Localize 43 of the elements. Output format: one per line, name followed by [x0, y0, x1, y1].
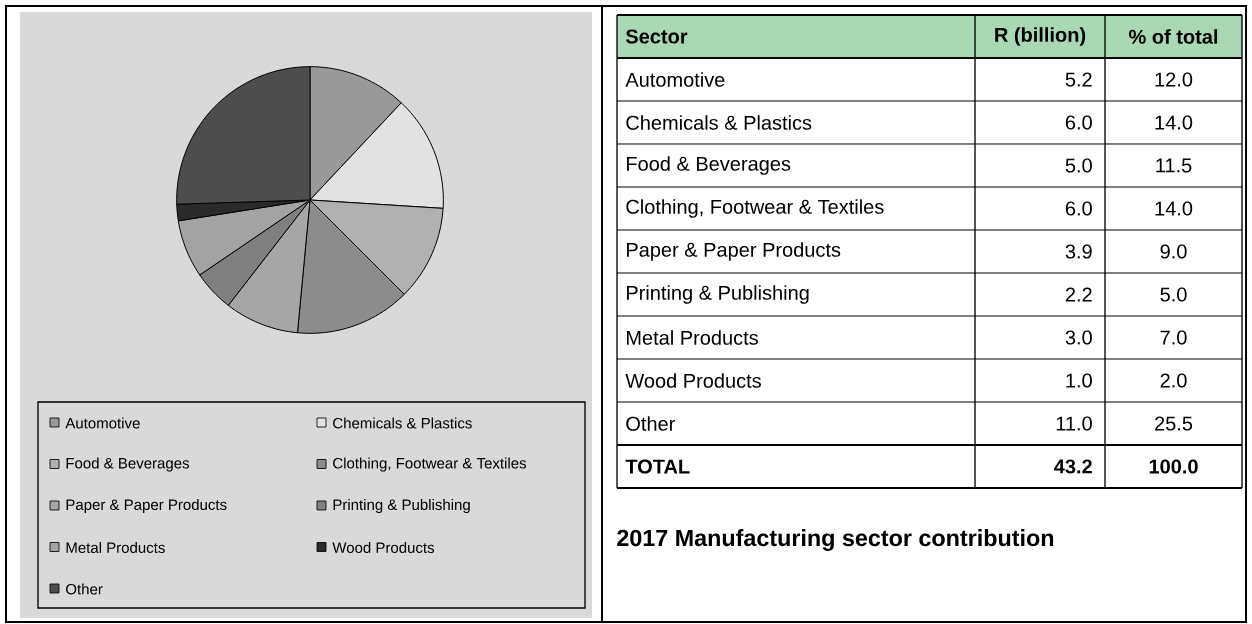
- category-label: Wood Products: [625, 373, 761, 388]
- legend-label: Other: [66, 583, 103, 595]
- legend-label: Chemicals & Plastics: [333, 417, 472, 429]
- text: 5.0: [1065, 158, 1092, 173]
- category-label: Automotive: [625, 72, 725, 87]
- text: 6.0: [1065, 115, 1092, 130]
- text: 11.5: [1156, 158, 1192, 173]
- text: 14.0: [1155, 201, 1193, 216]
- legend-label: Clothing, Footwear & Textiles: [333, 457, 527, 472]
- text: 5.0: [1160, 287, 1187, 302]
- text: 7.0: [1160, 330, 1187, 345]
- text: 14.0: [1155, 115, 1193, 130]
- text: % of total: [1129, 29, 1218, 44]
- text: 100.0: [1149, 459, 1198, 474]
- text: 2.2: [1065, 287, 1092, 302]
- legend-label: Wood Products: [332, 541, 435, 554]
- category-label: Other: [626, 416, 676, 431]
- text: 2.0: [1160, 373, 1187, 388]
- category-label: Metal Products: [626, 330, 758, 345]
- text: 11.0: [1056, 416, 1092, 431]
- legend-label: Paper & Paper Products: [66, 499, 227, 513]
- text: 2017 Manufacturing sector contribution: [617, 529, 1054, 551]
- text: 25.5: [1155, 416, 1193, 431]
- text: 43.2: [1054, 459, 1092, 474]
- text: 6.0: [1065, 201, 1092, 216]
- category-label: Clothing, Footwear & Textiles: [626, 199, 884, 218]
- text: 5.2: [1065, 72, 1092, 87]
- legend-label: Printing & Publishing: [333, 499, 470, 513]
- legend-label: Automotive: [65, 417, 140, 429]
- category-label: Food & Beverages: [626, 156, 791, 175]
- category-label: Printing & Publishing: [626, 285, 809, 304]
- text: 3.0: [1065, 330, 1092, 345]
- text: TOTAL: [625, 459, 690, 474]
- legend-label: Food & Beverages: [66, 457, 190, 472]
- text: R (billion): [995, 27, 1086, 46]
- category-label: Paper & Paper Products: [626, 242, 841, 261]
- text: 9.0: [1160, 244, 1187, 259]
- legend-label: Metal Products: [66, 541, 165, 554]
- text: 3.9: [1065, 244, 1092, 259]
- text: Sector: [625, 29, 688, 44]
- text: 1.0: [1066, 373, 1092, 388]
- category-label: Chemicals & Plastics: [626, 115, 812, 130]
- text: 12.0: [1155, 72, 1193, 87]
